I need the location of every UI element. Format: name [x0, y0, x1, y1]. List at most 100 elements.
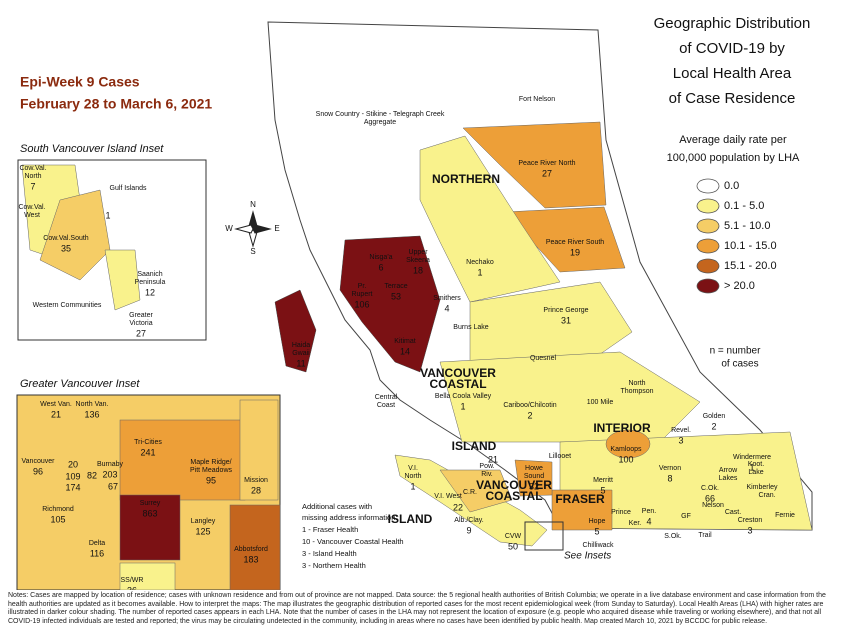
zone	[504, 206, 626, 273]
case-count: 183	[243, 554, 258, 564]
area-name: Victoria	[129, 320, 152, 327]
case-count: 67	[108, 481, 118, 491]
legend-label: 15.1 - 20.0	[724, 260, 777, 272]
case-count: 21	[488, 454, 498, 464]
area-name: Mission	[244, 477, 268, 484]
area-name: C.Ok.	[701, 485, 719, 492]
additional-item: 3 - Island Health	[302, 549, 357, 558]
legend-label: 0.0	[724, 180, 739, 192]
case-count: 109	[65, 471, 80, 481]
case-count: 7	[30, 181, 35, 191]
see-insets: See Insets	[564, 551, 611, 562]
area-name: Alb./Clay.	[454, 517, 483, 524]
header-title: of COVID-19 by	[679, 40, 785, 57]
case-count: 11	[296, 358, 305, 368]
area-name: North Van.	[76, 401, 109, 408]
area-name: Kimberley	[746, 484, 778, 491]
additional-title: Additional cases with	[302, 502, 372, 511]
legend-title: Average daily rate per	[679, 134, 787, 146]
region-label: VANCOUVER	[476, 478, 552, 492]
case-count: 1	[105, 210, 110, 220]
case-count: 27	[542, 168, 552, 178]
zone	[239, 399, 279, 501]
area-name: Richmond	[42, 506, 74, 513]
case-count: 2	[711, 421, 716, 431]
case-count: 136	[84, 409, 99, 419]
case-count: 203	[102, 469, 117, 479]
case-count: 19	[570, 247, 580, 257]
zone	[274, 289, 317, 373]
legend-swatch	[696, 278, 720, 294]
case-count: 82	[87, 470, 97, 480]
zone	[39, 189, 111, 281]
legend-swatch	[696, 238, 720, 254]
area-name: Rupert	[351, 291, 372, 298]
case-count: 863	[142, 508, 157, 518]
area-name: Prince	[611, 509, 631, 516]
area-name: Cow.Val.South	[43, 235, 89, 242]
area-name: Prince George	[543, 307, 588, 314]
region-label: FRASER	[555, 492, 605, 506]
area-name: Lillooet	[549, 453, 571, 460]
area-name: Cow.Val.	[19, 165, 46, 172]
area-name: 100 Mile	[587, 399, 614, 406]
case-count: 4	[444, 303, 449, 313]
area-name: V.I.	[408, 465, 418, 472]
area-name: Smithers	[433, 295, 461, 302]
additional-item: 3 - Northern Health	[302, 561, 366, 570]
case-count: 96	[33, 466, 43, 476]
area-name: Riv.	[481, 471, 493, 478]
area-name: Lakes	[719, 475, 738, 482]
case-count: 6	[378, 262, 383, 272]
area-name: Nechako	[466, 259, 494, 266]
area-name: Langley	[191, 518, 216, 525]
case-count: 1	[410, 481, 415, 491]
zone	[339, 235, 441, 373]
inset-marker	[524, 521, 564, 551]
case-count: 18	[413, 265, 423, 275]
zone	[119, 494, 181, 561]
case-count: 21	[51, 409, 61, 419]
case-count: 31	[561, 315, 571, 325]
zone	[119, 419, 246, 501]
case-count: 3	[678, 435, 683, 445]
area-name: Peninsula	[135, 279, 166, 286]
region-label: ISLAND	[452, 439, 497, 453]
area-name: Thompson	[620, 388, 653, 395]
area-name: Hope	[589, 518, 606, 525]
area-name: Trail	[698, 532, 712, 539]
case-count: 66	[705, 493, 715, 503]
area-name: Delta	[89, 540, 105, 547]
case-count: 36	[127, 585, 137, 590]
legend-swatch	[696, 198, 720, 214]
area-name: Pow.	[479, 463, 494, 470]
area-name: Cow.Val.	[18, 204, 45, 211]
compass	[234, 210, 272, 248]
area-name: Gulf Islands	[110, 185, 147, 192]
area-name: Windermere	[733, 454, 771, 461]
epi-week: Epi-Week 9 Cases	[20, 74, 140, 90]
compass-label: N	[250, 200, 256, 209]
region-label: COASTAL	[429, 377, 486, 391]
area-name: Creston	[738, 517, 763, 524]
area-name: V.I. West	[434, 493, 462, 500]
case-count: 9	[466, 525, 471, 535]
legend-label: > 20.0	[724, 280, 755, 292]
area-name: Tri-Cities	[134, 439, 162, 446]
case-count: 50	[508, 541, 518, 551]
zone	[605, 429, 651, 459]
zone	[439, 469, 513, 513]
area-name: Cran.	[758, 492, 775, 499]
legend-note: of cases	[721, 359, 758, 370]
region-label: NORTHERN	[432, 172, 500, 186]
case-count: 28	[251, 485, 261, 495]
inset-title: South Vancouver Island Inset	[20, 143, 164, 155]
notes: Notes: Cases are mapped by location of r…	[8, 592, 826, 625]
area-name: Vernon	[659, 465, 681, 472]
area-name: Snow Country - Stikine - Telegraph Creek	[316, 111, 445, 118]
area-name: GF	[681, 513, 691, 520]
area-name: Saanich	[137, 271, 162, 278]
area-name: Cariboo/Chilcotin	[503, 402, 556, 409]
inset-title: Greater Vancouver Inset	[20, 378, 140, 390]
case-count: 22	[453, 502, 463, 512]
